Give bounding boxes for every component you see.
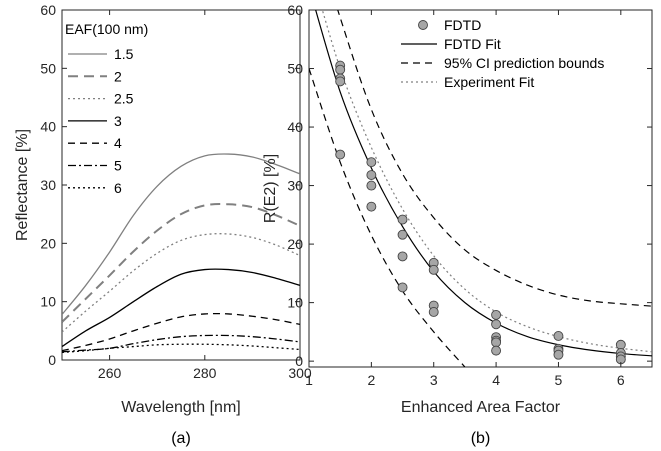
panel-a-series-3 (62, 268, 300, 348)
panel-a-legend-entry: 5 (114, 158, 122, 174)
panel-b-point (366, 180, 377, 191)
panel-a-x-tick-label: 300 (288, 365, 312, 381)
panel-b-line-95-ci-prediction-bounds (337, 10, 652, 307)
panel-a-series-2-5 (62, 233, 300, 333)
panel-b-point (491, 337, 502, 348)
panel-b-point (491, 309, 502, 320)
panel-b-point (428, 307, 439, 317)
panel-a-legend-entry: 4 (114, 135, 122, 151)
panel-b-x-axis-label: Enhanced Area Factor (401, 399, 561, 416)
panel-b-x-tick-label: 4 (492, 372, 500, 388)
panel-a-legend: EAF(100 nm) 1.5 2 2.5 3 4 5 6 (65, 21, 148, 196)
panel-a-legend-entry: 2.5 (114, 91, 134, 107)
panel-b-x-tick-label: 3 (430, 372, 438, 388)
panel-b-point (366, 201, 377, 212)
panel-b-y-axis-label: R(E2) [%] (262, 154, 279, 223)
panel-a-y-tick-label: 10 (40, 294, 56, 310)
panel-b-y-tick-label: 50 (287, 61, 303, 77)
panel-a-caption: (a) (171, 430, 191, 447)
panel-a-series-5 (62, 334, 300, 353)
panel-b-point (491, 319, 502, 330)
panel-a-x-tick-label: 280 (193, 365, 217, 381)
panel-a-series-4 (62, 312, 300, 352)
panel-a-x-axis-label: Wavelength [nm] (121, 399, 240, 416)
panel-a-legend-entry: 3 (114, 113, 122, 129)
panel-a-y-axis-label: Reflectance [%] (14, 129, 31, 241)
panel-b-y-tick-label: 40 (287, 119, 303, 135)
panel-b-point (366, 157, 377, 168)
panel-a-legend-title: EAF(100 nm) (65, 21, 148, 37)
panel-b-x-tick-label: 5 (555, 372, 563, 388)
panel-a-series (62, 153, 300, 354)
panel-b-line-fdtd-fit (315, 10, 652, 357)
panel-b-point (397, 229, 408, 240)
panel-b-point (615, 339, 626, 350)
panel-b-y-tick-label: 60 (287, 2, 303, 18)
panel-a-series-2 (62, 203, 300, 323)
panel-b-point (397, 214, 408, 225)
panel-a-y-tick-label: 60 (40, 2, 56, 18)
panel-b-point (366, 170, 377, 180)
panel-b-legend-entry: FDTD Fit (444, 36, 501, 52)
panel-b-y-tick-label: 0 (295, 353, 303, 369)
panel-b-point (335, 76, 346, 87)
panel-a-series-6 (62, 343, 300, 354)
panel-b-legend-entry: FDTD (444, 17, 481, 33)
panel-b-line-ci-lower-bound (309, 68, 466, 367)
panel-b-point (428, 264, 439, 275)
panel-a-legend-entry: 6 (114, 180, 122, 196)
panel-a-series-1-5 (62, 153, 300, 315)
panel-b-line-experiment-fit (321, 10, 652, 353)
panel-a-x-tick-label: 260 (98, 365, 122, 381)
panel-b-legend: FDTD FDTD Fit 95% CI prediction bounds Expe… (401, 17, 604, 90)
panel-b-legend-entry: Experiment Fit (444, 74, 534, 90)
panel-a-y-tick-label: 40 (40, 119, 56, 135)
panel-b-y-tick-label: 10 (287, 295, 303, 311)
panel-b-point (491, 345, 502, 356)
panel-b-legend-entry: 95% CI prediction bounds (444, 55, 604, 71)
panel-b-x-tick-label: 2 (367, 372, 375, 388)
panel-b-points (335, 60, 626, 365)
panel-a-y-tick-label: 30 (40, 177, 56, 193)
panel-b-y-tick-label: 20 (287, 236, 303, 252)
panel-b-point (335, 64, 346, 75)
panel-b-point (335, 149, 346, 160)
panel-a-legend-entry: 2 (114, 68, 122, 84)
panel-b-frame (308, 9, 653, 368)
panel-b-point (553, 349, 564, 360)
panel-b-caption: (b) (471, 430, 491, 447)
panel-b-point (553, 331, 564, 341)
panel-a-y-tick-label: 20 (40, 235, 56, 251)
panel-b-x-tick-label: 1 (305, 372, 313, 388)
panel-b-point (397, 282, 408, 293)
panel-a-y-tick-label: 50 (40, 60, 56, 76)
panel-b-x-tick-label: 6 (617, 372, 625, 388)
panel-a-y-tick-label: 0 (48, 352, 56, 368)
panel-b-fit-lines (309, 10, 652, 367)
panel-a-legend-entry: 1.5 (114, 46, 134, 62)
panel-b-point (397, 251, 408, 262)
panel-b-y-tick-label: 30 (287, 178, 303, 194)
panel-b-legend-marker (418, 20, 428, 30)
